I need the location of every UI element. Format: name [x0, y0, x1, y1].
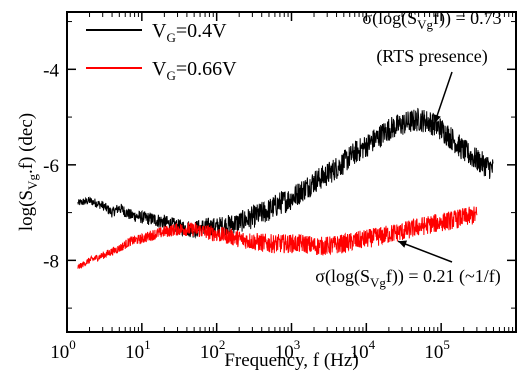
- x-tick-label: 101: [125, 337, 151, 363]
- y-tick-label: -6: [43, 156, 59, 177]
- y-tick-label: -8: [43, 251, 59, 272]
- legend-label: VG=0.4V: [152, 20, 227, 45]
- y-tick-label: -4: [43, 60, 59, 81]
- annotation-rts-presence: (RTS presence): [376, 46, 487, 67]
- annotations: σ(log(SVgf)) = 0.73 (RTS presence) σ(log(S…: [315, 8, 501, 290]
- y-axis-label: log(SVg.f) (dec): [16, 113, 40, 231]
- x-tick-label: 105: [424, 337, 450, 363]
- legend-label: VG=0.66V: [152, 58, 237, 83]
- series-line-vg-0-4v: [77, 107, 494, 239]
- tick-layer: [66, 12, 516, 332]
- annotation-1f-arrow: [397, 240, 453, 263]
- annotation-rts-sigma: σ(log(SVgf)) = 0.73: [362, 8, 501, 32]
- x-tick-label: 102: [200, 337, 226, 363]
- label-layer: 100 101 102 103 104 105 -4 -6 -8 Frequency, f (Hz…: [16, 60, 450, 371]
- series-line-vg-0-66v: [77, 206, 478, 269]
- annotation-rts-arrow-head: [433, 114, 441, 124]
- annotation-1f-arrow-head: [398, 240, 408, 248]
- y-axis-label-group: log(SVg.f) (dec): [16, 113, 40, 231]
- series-layer: [77, 107, 494, 269]
- x-tick-label: 103: [275, 337, 301, 363]
- annotation-1f-sigma: σ(log(SVgf)) = 0.21 (~1/f): [315, 266, 500, 290]
- x-axis-label: Frequency, f (Hz): [224, 350, 358, 371]
- legend: VG=0.4V VG=0.66V: [86, 20, 237, 83]
- x-tick-label: 100: [50, 337, 76, 363]
- x-tick-label: 104: [350, 337, 376, 363]
- annotation-rts-arrow: [433, 71, 453, 124]
